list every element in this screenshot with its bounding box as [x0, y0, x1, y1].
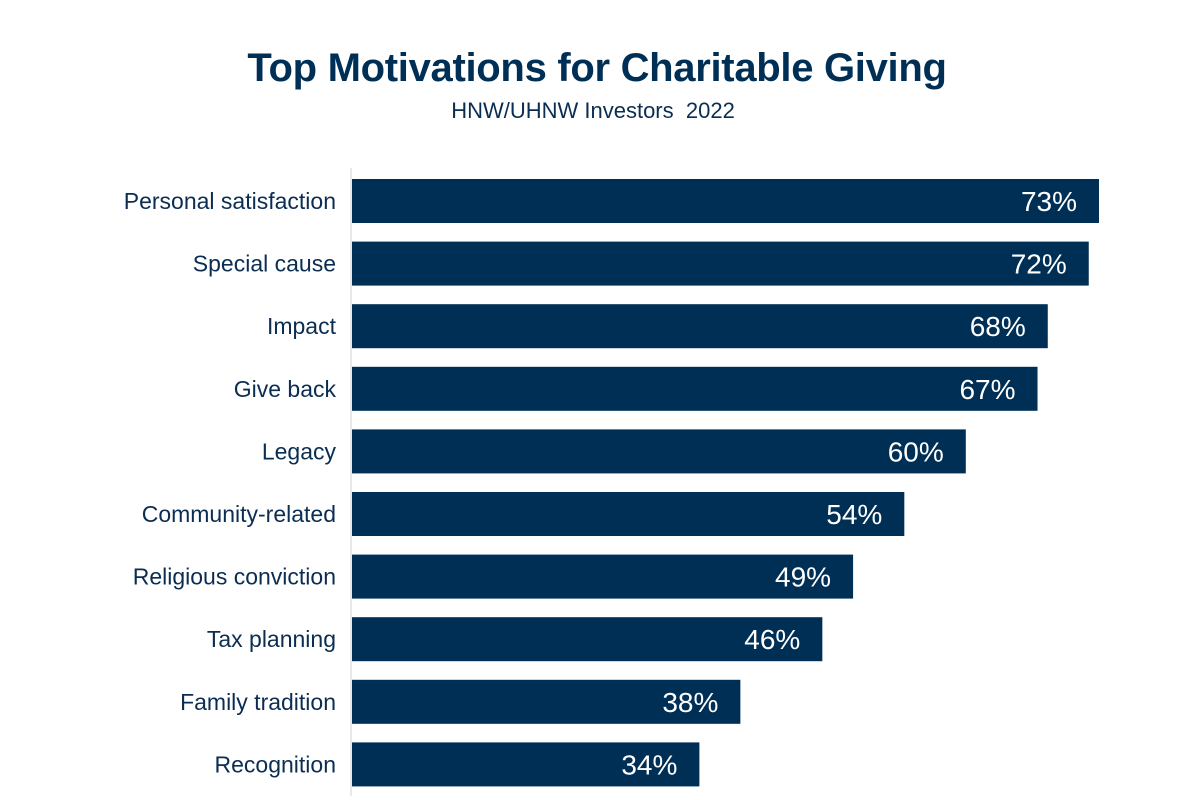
chart-title: Top Motivations for Charitable Giving: [247, 46, 947, 90]
value-label: 54%: [826, 499, 882, 530]
bar: [352, 304, 1048, 349]
value-label: 67%: [959, 374, 1015, 405]
bar: [352, 742, 700, 787]
category-label: Tax planning: [207, 626, 336, 652]
bar: [352, 366, 1038, 411]
category-label: Recognition: [215, 751, 336, 777]
category-label: Legacy: [262, 438, 337, 464]
value-label: 60%: [888, 436, 944, 467]
category-label: Special cause: [193, 251, 336, 277]
bar: [352, 492, 905, 536]
bar: [352, 617, 823, 662]
category-label: Community-related: [142, 501, 336, 527]
chart-subtitle: HNW/UHNW Investors 2022: [451, 98, 735, 123]
category-label: Personal satisfaction: [124, 188, 336, 214]
category-label: Religious conviction: [133, 564, 336, 590]
bar: [352, 429, 966, 474]
value-label: 34%: [621, 749, 677, 780]
value-label: 68%: [970, 311, 1026, 342]
value-label: 72%: [1011, 249, 1067, 280]
bar: [352, 554, 854, 599]
value-label: 49%: [775, 562, 831, 593]
value-label: 73%: [1021, 186, 1077, 217]
category-label: Impact: [267, 313, 337, 339]
value-label: 38%: [662, 687, 718, 718]
bar: [352, 179, 1099, 223]
category-label: Family tradition: [180, 689, 336, 715]
bar: [352, 241, 1089, 286]
category-label: Give back: [234, 376, 337, 402]
value-label: 46%: [744, 624, 800, 655]
bar: [352, 679, 741, 724]
